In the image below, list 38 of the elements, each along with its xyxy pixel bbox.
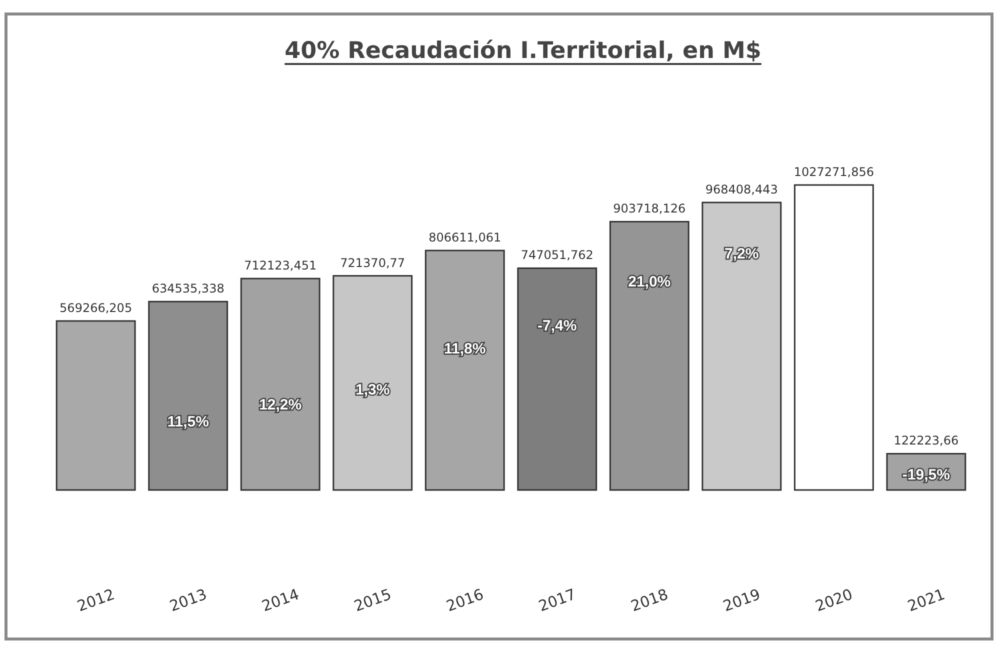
bar bbox=[332, 275, 413, 491]
data-label: 721370,77 bbox=[340, 256, 406, 270]
data-label: 1027271,856 bbox=[794, 165, 874, 179]
bar bbox=[517, 267, 598, 491]
x-tick-label: 2013 bbox=[167, 585, 210, 616]
x-tick-label: 2016 bbox=[444, 585, 486, 616]
x-tick-label: 2019 bbox=[720, 585, 763, 616]
annotation: 1,3% bbox=[356, 381, 390, 398]
x-tick-label: 2020 bbox=[812, 585, 856, 616]
bar bbox=[56, 320, 136, 491]
data-label: 747051,762 bbox=[520, 248, 594, 262]
annotation: 21,0% bbox=[628, 273, 671, 290]
bar bbox=[702, 202, 782, 491]
x-tick-label: 2017 bbox=[536, 585, 578, 616]
data-label: 968408,443 bbox=[705, 182, 778, 196]
x-tick-label: 2018 bbox=[628, 585, 670, 616]
x-tick-label: 2021 bbox=[905, 585, 948, 616]
data-label: 569266,205 bbox=[60, 300, 132, 315]
annotation: 12,2% bbox=[259, 396, 302, 414]
data-label: 634535,338 bbox=[152, 282, 224, 296]
x-tick-label: 2012 bbox=[74, 585, 117, 616]
data-label: 712123,451 bbox=[244, 258, 317, 273]
annotation: 7,2% bbox=[724, 245, 759, 262]
annotation: -7,4% bbox=[538, 317, 577, 334]
x-tick-label: 2014 bbox=[259, 585, 302, 616]
annotation: -19,5% bbox=[902, 466, 950, 484]
bar bbox=[424, 250, 505, 491]
annotation: 11,8% bbox=[444, 340, 486, 358]
annotation: 11,5% bbox=[167, 413, 209, 430]
bar bbox=[240, 278, 320, 491]
bar bbox=[794, 184, 874, 491]
data-label: 806611,061 bbox=[428, 230, 502, 245]
bar bbox=[609, 220, 690, 491]
data-label: 903718,126 bbox=[613, 202, 686, 216]
chart-title: 40% Recaudación I.Territorial, en M$ bbox=[284, 38, 762, 64]
data-label: 122223,66 bbox=[894, 434, 959, 448]
bar bbox=[148, 300, 228, 491]
x-tick-label: 2015 bbox=[352, 585, 394, 616]
